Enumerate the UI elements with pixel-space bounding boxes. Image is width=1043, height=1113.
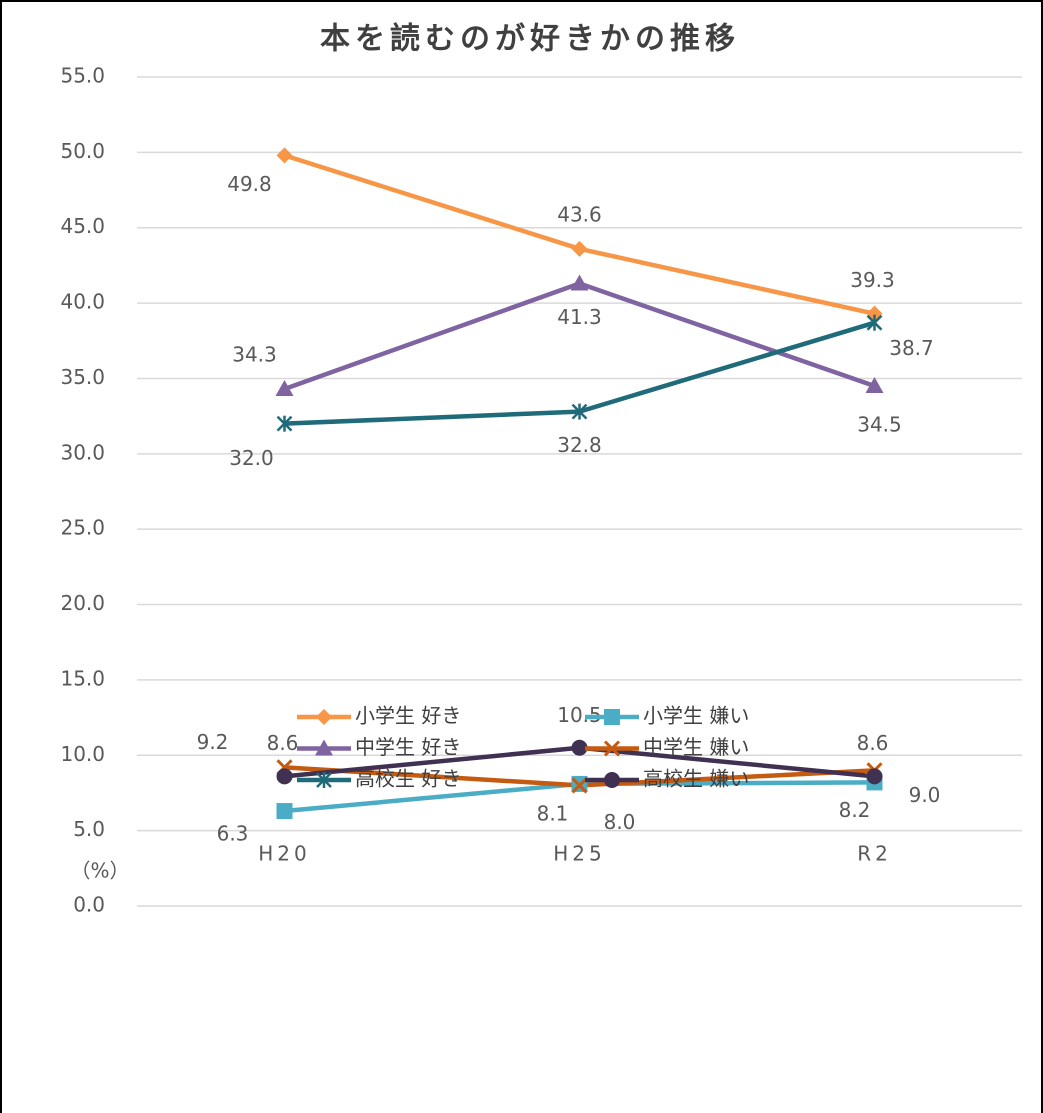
marker — [571, 777, 588, 794]
legend-label: 中学生 嫌い — [643, 735, 749, 759]
x-tick-label: H25 — [553, 842, 606, 866]
data-label: 43.6 — [557, 202, 602, 226]
data-label: 8.1 — [537, 801, 569, 825]
chart-title: 本を読むのが好きかの推移 — [320, 22, 740, 57]
y-tick-label: 10.0 — [60, 742, 105, 766]
legend-marker — [604, 709, 620, 725]
x-tick-label: H20 — [258, 842, 311, 866]
marker — [571, 403, 588, 420]
data-label: 34.5 — [857, 412, 902, 436]
y-tick-label: 55.0 — [60, 64, 105, 88]
x-tick-label: R2 — [857, 842, 892, 866]
marker — [276, 768, 293, 785]
marker — [866, 314, 883, 331]
marker — [276, 147, 293, 164]
data-label: 9.0 — [909, 783, 941, 807]
legend-marker — [316, 772, 332, 788]
data-label: 34.3 — [232, 343, 277, 367]
y-tick-label: 20.0 — [60, 591, 105, 615]
data-label: 32.8 — [557, 433, 602, 457]
legend-marker — [603, 740, 621, 757]
legend-marker — [316, 709, 332, 725]
marker — [570, 274, 589, 291]
marker — [276, 415, 293, 432]
y-tick-label: 35.0 — [60, 365, 105, 389]
y-tick-label: 5.0 — [73, 817, 105, 841]
y-tick-label: 50.0 — [60, 139, 105, 163]
data-label: 9.2 — [197, 730, 229, 754]
data-label: 49.8 — [227, 172, 272, 196]
y-tick-label: 40.0 — [60, 290, 105, 314]
data-label: 8.6 — [857, 731, 889, 755]
y-unit-label: （%） — [70, 859, 129, 883]
data-label: 6.3 — [217, 822, 249, 846]
data-label: 8.2 — [839, 798, 871, 822]
y-tick-label: 25.0 — [60, 516, 105, 540]
legend-label: 高校生 好き — [355, 767, 461, 791]
data-label: 8.0 — [604, 810, 636, 834]
data-label: 8.6 — [267, 731, 299, 755]
y-tick-label: 45.0 — [60, 214, 105, 238]
legend-marker — [315, 739, 333, 756]
marker — [866, 768, 883, 785]
data-label: 38.7 — [889, 336, 934, 360]
marker — [865, 376, 884, 393]
marker — [571, 739, 588, 756]
y-tick-label: 30.0 — [60, 440, 105, 464]
data-label: 39.3 — [850, 268, 895, 292]
legend-label: 高校生 嫌い — [643, 767, 749, 791]
data-label: 41.3 — [557, 305, 602, 329]
marker — [571, 240, 588, 257]
marker — [275, 380, 294, 397]
legend-label: 小学生 好き — [355, 704, 461, 728]
marker — [276, 803, 293, 820]
legend-marker — [604, 772, 620, 788]
y-tick-label: 0.0 — [73, 893, 105, 917]
legend-label: 小学生 嫌い — [643, 704, 749, 728]
legend-label: 中学生 好き — [355, 735, 461, 759]
y-tick-label: 15.0 — [60, 666, 105, 690]
data-label: 32.0 — [229, 446, 274, 470]
